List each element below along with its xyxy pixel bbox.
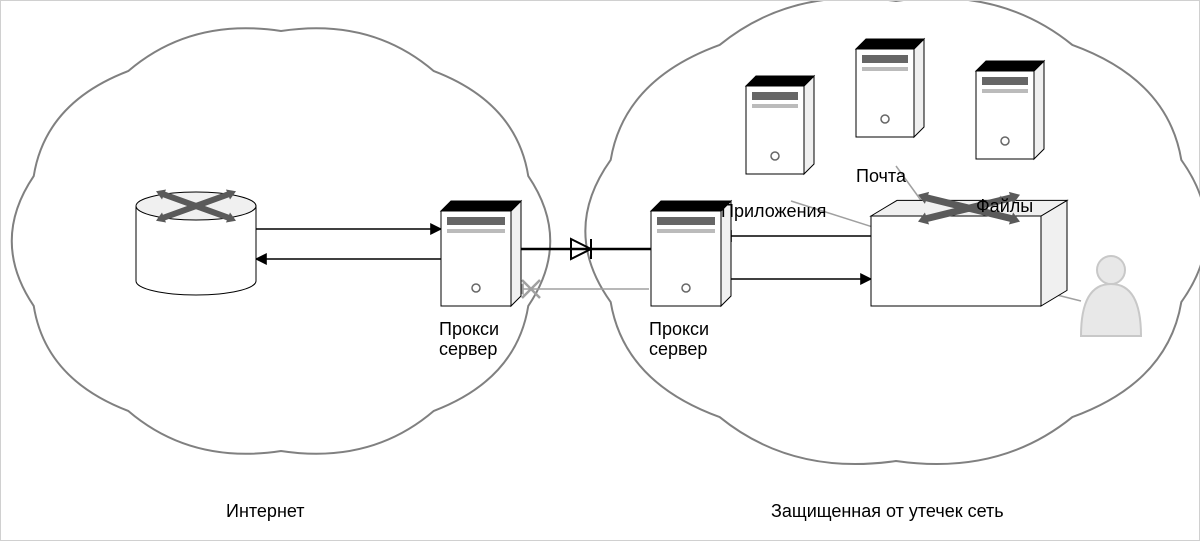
proxy2-label-line1: Прокси <box>649 319 709 341</box>
cloud-internet-label: Интернет <box>226 501 305 523</box>
diagram-canvas: Интернет Защищенная от утечек сеть Прокс… <box>0 0 1200 541</box>
cloud-secure-label: Защищенная от утечек сеть <box>771 501 1004 523</box>
files-label: Файлы <box>976 196 1033 218</box>
proxy2-label-line2: сервер <box>649 339 707 361</box>
proxy1-label-line2: сервер <box>439 339 497 361</box>
apps-label: Приложения <box>721 201 826 223</box>
diagram-svg <box>1 1 1200 542</box>
proxy1-label-line1: Прокси <box>439 319 499 341</box>
mail-label: Почта <box>856 166 906 188</box>
